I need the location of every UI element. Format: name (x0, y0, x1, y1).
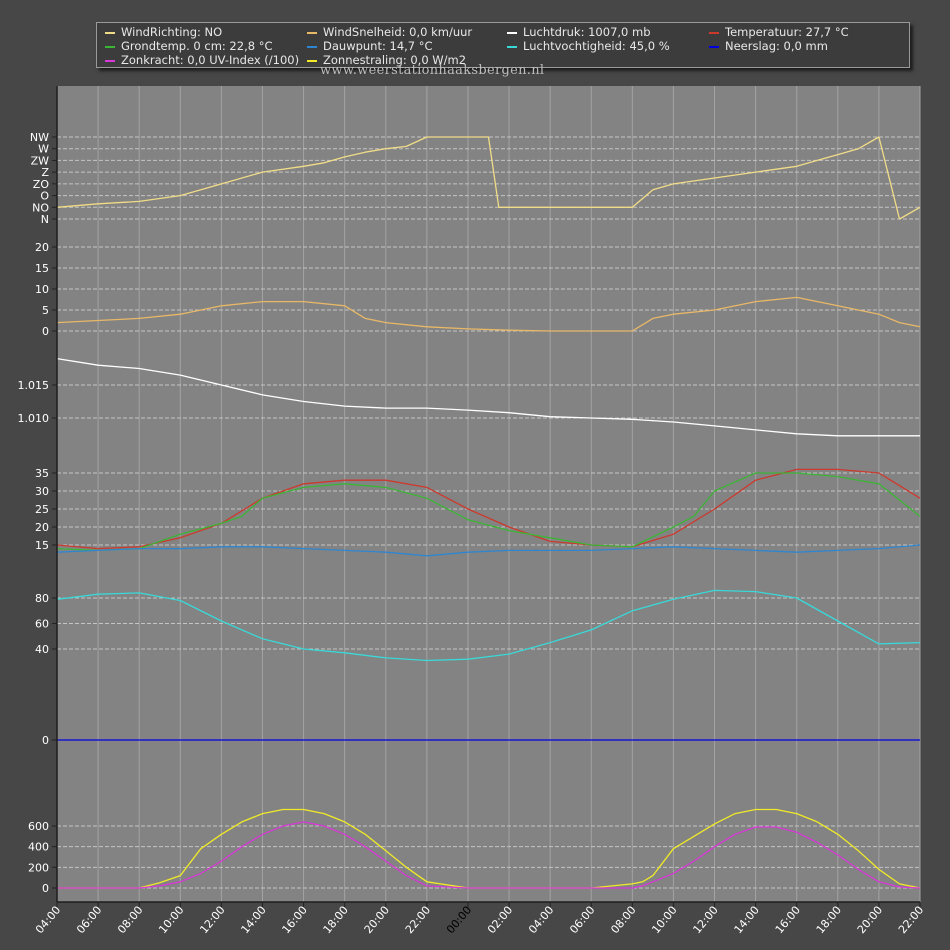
x-tick-label: 16:00 (773, 904, 803, 937)
x-tick-label: 08:00 (115, 904, 145, 937)
x-tick-label: 04:00 (33, 904, 63, 937)
legend-item-uv: Zonkracht: 0,0 UV-Index (/100) (105, 53, 299, 67)
y-tick-label: 35 (35, 467, 49, 480)
series-temperature (56, 468, 921, 550)
x-tick-label: 14:00 (238, 904, 268, 937)
x-tick-label: 18:00 (814, 904, 844, 937)
legend-item-winddir: WindRichting: NO (105, 25, 222, 39)
series-windspeed (56, 296, 921, 332)
x-tick-label: 12:00 (690, 904, 720, 937)
series-humidity (56, 589, 921, 662)
y-tick-label: 5 (42, 304, 49, 317)
y-tick-label: 1.010 (18, 412, 50, 425)
y-tick-label: 30 (35, 485, 49, 498)
x-tick-label: 10:00 (649, 904, 679, 937)
legend-item-dewpoint: Dauwpunt: 14,7 °C (307, 39, 433, 53)
x-tick-label: 22:00 (896, 904, 926, 937)
legend-item-solar: Zonnestraling: 0,0 W/m2 (307, 53, 466, 67)
x-tick-label: 06:00 (567, 904, 597, 937)
y-tick-label: 20 (35, 241, 49, 254)
series-dewpoint (56, 544, 921, 557)
x-tick-label: 22:00 (403, 904, 433, 937)
y-tick-label: 20 (35, 521, 49, 534)
x-tick-label: 08:00 (608, 904, 638, 937)
y-tick-label: 40 (35, 643, 49, 656)
y-tick-label: 15 (35, 539, 49, 552)
site-label: www.weerstationhaaksbergen.nl (320, 63, 545, 78)
x-tick-label: 18:00 (321, 904, 351, 937)
y-tick-label: ZO (33, 178, 50, 191)
legend-item-pressure: Luchtdruk: 1007,0 mb (507, 25, 651, 39)
y-tick-label: O (40, 190, 49, 203)
plot-background (57, 86, 920, 902)
x-tick-label: 16:00 (280, 904, 310, 937)
legend-item-temperature: Temperatuur: 27,7 °C (709, 25, 849, 39)
x-tick-label: 20:00 (855, 904, 885, 937)
x-tick-label: 14:00 (732, 904, 762, 937)
y-tick-label: 0 (42, 325, 49, 338)
legend: WindRichting: NO WindSnelheid: 0,0 km/uu… (96, 22, 910, 68)
y-tick-label: W (38, 143, 49, 156)
y-tick-label: 1.015 (18, 379, 50, 392)
legend-item-rain: Neerslag: 0,0 mm (709, 39, 828, 53)
y-tick-label: ZW (31, 154, 50, 167)
y-tick-label: 0 (42, 734, 49, 747)
x-tick-label: 00:00 (444, 904, 474, 937)
y-tick-label: NW (30, 131, 49, 144)
y-tick-label: 200 (28, 861, 49, 874)
y-tick-label: 10 (35, 283, 49, 296)
series-groundtemp (56, 472, 921, 552)
x-tick-label: 06:00 (74, 904, 104, 937)
legend-item-groundtemp: Grondtemp. 0 cm: 22,8 °C (105, 39, 272, 53)
y-tick-label: 600 (28, 820, 49, 833)
series-winddir (56, 136, 921, 220)
y-tick-label: 25 (35, 503, 49, 516)
y-tick-label: 15 (35, 262, 49, 275)
x-tick-label: 04:00 (526, 904, 556, 937)
x-tick-label: 10:00 (156, 904, 186, 937)
legend-item-windspeed: WindSnelheid: 0,0 km/uur (307, 25, 472, 39)
y-tick-label: 60 (35, 618, 49, 631)
y-tick-label: 0 (42, 882, 49, 895)
series-uv (57, 821, 921, 889)
y-tick-label: Z (41, 166, 49, 179)
series-pressure (56, 357, 920, 437)
y-tick-label: 80 (35, 592, 49, 605)
y-tick-label: NO (32, 201, 49, 214)
x-tick-label: 20:00 (362, 904, 392, 937)
legend-item-humidity: Luchtvochtigheid: 45,0 % (507, 39, 670, 53)
x-tick-label: 02:00 (485, 904, 515, 937)
x-tick-label: 12:00 (197, 904, 227, 937)
y-tick-label: N (41, 213, 49, 226)
y-tick-label: 400 (28, 841, 49, 854)
